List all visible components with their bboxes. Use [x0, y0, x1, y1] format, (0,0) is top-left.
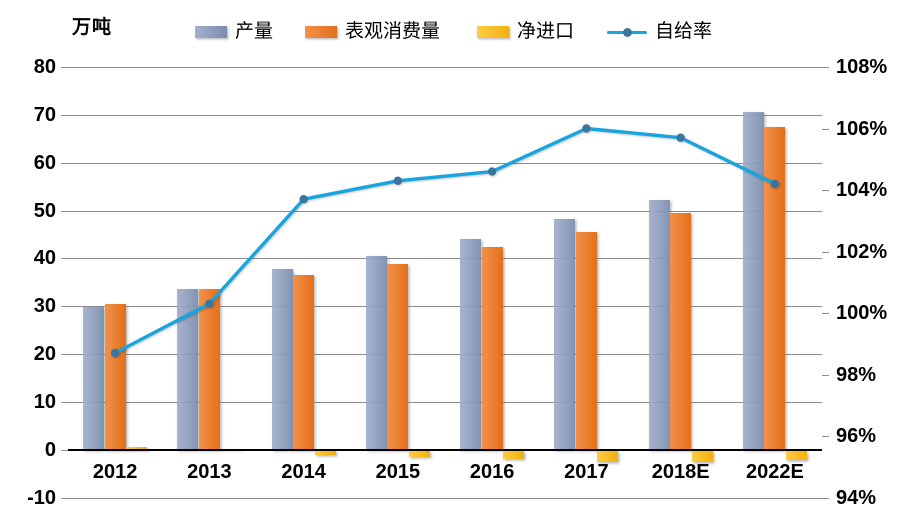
gridline: [68, 210, 822, 212]
x-axis-label-2012: 2012: [92, 460, 138, 483]
right-axis-tick: [822, 374, 829, 376]
gridline: [68, 114, 822, 116]
gridline: [68, 258, 822, 260]
right-axis-tick-label-94: 94%: [836, 486, 877, 509]
bar-net_imports-2017: [597, 450, 619, 462]
right-axis-tick: [822, 67, 829, 68]
left-axis-tick: [61, 162, 68, 164]
left-axis-tick-label-30: 30: [33, 295, 56, 318]
bar-net_imports-2016: [503, 450, 525, 459]
self-sufficiency-line-swatch: [607, 26, 647, 38]
bar-net_imports-2015: [408, 450, 430, 457]
right-axis-tick-label-102: 102%: [836, 240, 888, 263]
x-axis-label-2017: 2017: [564, 460, 609, 483]
right-axis-tick: [822, 436, 829, 437]
x-axis-label-2018E: 2018E: [651, 460, 710, 483]
legend-item-net-imports: 净进口: [477, 21, 574, 43]
line-marker-2018E: [676, 133, 685, 142]
left-axis-tick-label-70: 70: [33, 103, 56, 126]
bar-production-2017: [554, 219, 576, 450]
left-axis-tick: [61, 497, 68, 499]
x-axis-label-2014: 2014: [281, 460, 326, 483]
bar-apparent_consumption-2013: [198, 289, 220, 450]
right-axis-tick-label-106: 106%: [836, 117, 888, 140]
line-marker-2015: [393, 176, 403, 185]
apparent-consumption-swatch: [305, 26, 337, 38]
bar-production-2018E: [648, 199, 670, 450]
right-axis-tick-label-104: 104%: [836, 179, 888, 201]
bar-production-2012: [83, 306, 105, 450]
bar-apparent_consumption-2012: [104, 303, 126, 450]
bar-apparent_consumption-2015: [387, 264, 409, 450]
line-swatch-marker-dot: [623, 28, 632, 37]
x-axis-label-2013: 2013: [187, 460, 232, 483]
production-swatch: [195, 26, 227, 38]
left-axis-tick-label-40: 40: [33, 247, 56, 270]
left-axis-tick: [61, 401, 68, 403]
line-marker-2014: [299, 195, 308, 204]
left-axis-unit-label: 万吨: [72, 17, 113, 38]
gridline: [68, 162, 822, 164]
left-axis-tick-label-10: 10: [33, 390, 56, 413]
left-axis-tick: [61, 306, 68, 308]
left-axis-tick-label-20: 20: [33, 343, 56, 365]
legend-item-self-sufficiency: 自给率: [607, 21, 712, 43]
bar-net_imports-2018E: [691, 450, 713, 462]
left-axis-tick-label-0: 0: [44, 438, 56, 461]
bar-net_imports-2012: [126, 447, 148, 450]
x-axis-label-2015: 2015: [375, 460, 421, 483]
legend-label-production: 产量: [235, 21, 274, 42]
legend-label-apparent-consumption: 表观消费量: [345, 21, 441, 42]
right-axis-tick: [822, 251, 829, 253]
right-axis-tick: [822, 128, 829, 130]
x-axis-zero-line: [68, 448, 822, 451]
left-axis-tick-label--10: -10: [27, 486, 56, 509]
gridline: [68, 401, 822, 403]
right-axis-tick: [822, 313, 829, 314]
x-axis-label-2016: 2016: [469, 460, 515, 483]
legend: 产量 表观消费量 净进口 自给率: [0, 21, 908, 43]
bar-net_imports-2014: [314, 450, 336, 456]
left-axis-tick: [61, 449, 68, 451]
right-axis-tick-label-108: 108%: [836, 56, 888, 78]
gridline: [68, 497, 822, 499]
bar-apparent_consumption-2016: [481, 247, 503, 450]
left-axis-tick: [61, 210, 68, 212]
legend-item-production: 产量: [195, 21, 273, 43]
left-axis-tick-label-60: 60: [33, 151, 56, 174]
left-axis-tick-label-80: 80: [33, 56, 56, 78]
bar-production-2016: [460, 239, 482, 450]
bar-production-2013: [177, 289, 199, 450]
left-axis-tick: [61, 258, 68, 260]
left-axis-tick: [61, 67, 68, 68]
right-axis-tick-label-96: 96%: [836, 425, 877, 447]
right-axis-tick-label-98: 98%: [836, 363, 877, 386]
bar-apparent_consumption-2022E: [764, 126, 786, 450]
left-axis-tick-label-50: 50: [33, 199, 56, 222]
legend-label-self-sufficiency: 自给率: [655, 21, 713, 42]
right-axis-tick: [822, 190, 829, 191]
legend-item-apparent-consumption: 表观消费量: [305, 21, 440, 43]
bar-production-2022E: [742, 112, 764, 450]
left-axis-tick: [61, 354, 68, 355]
bar-production-2015: [365, 256, 387, 450]
right-axis-tick-label-100: 100%: [836, 302, 888, 324]
bar-apparent_consumption-2017: [575, 232, 597, 450]
bar-net_imports-2022E: [785, 450, 807, 461]
left-axis-tick: [61, 114, 68, 116]
line-marker-2017: [582, 124, 591, 133]
bar-apparent_consumption-2014: [293, 275, 315, 450]
bar-production-2014: [271, 268, 293, 450]
right-axis-tick: [822, 497, 829, 499]
line-marker-2016: [487, 167, 497, 176]
net-imports-swatch: [477, 26, 509, 38]
legend-label-net-imports: 净进口: [517, 21, 575, 42]
bar-apparent_consumption-2018E: [670, 212, 692, 450]
gridline: [68, 67, 822, 68]
x-axis-label-2022E: 2022E: [745, 460, 804, 483]
